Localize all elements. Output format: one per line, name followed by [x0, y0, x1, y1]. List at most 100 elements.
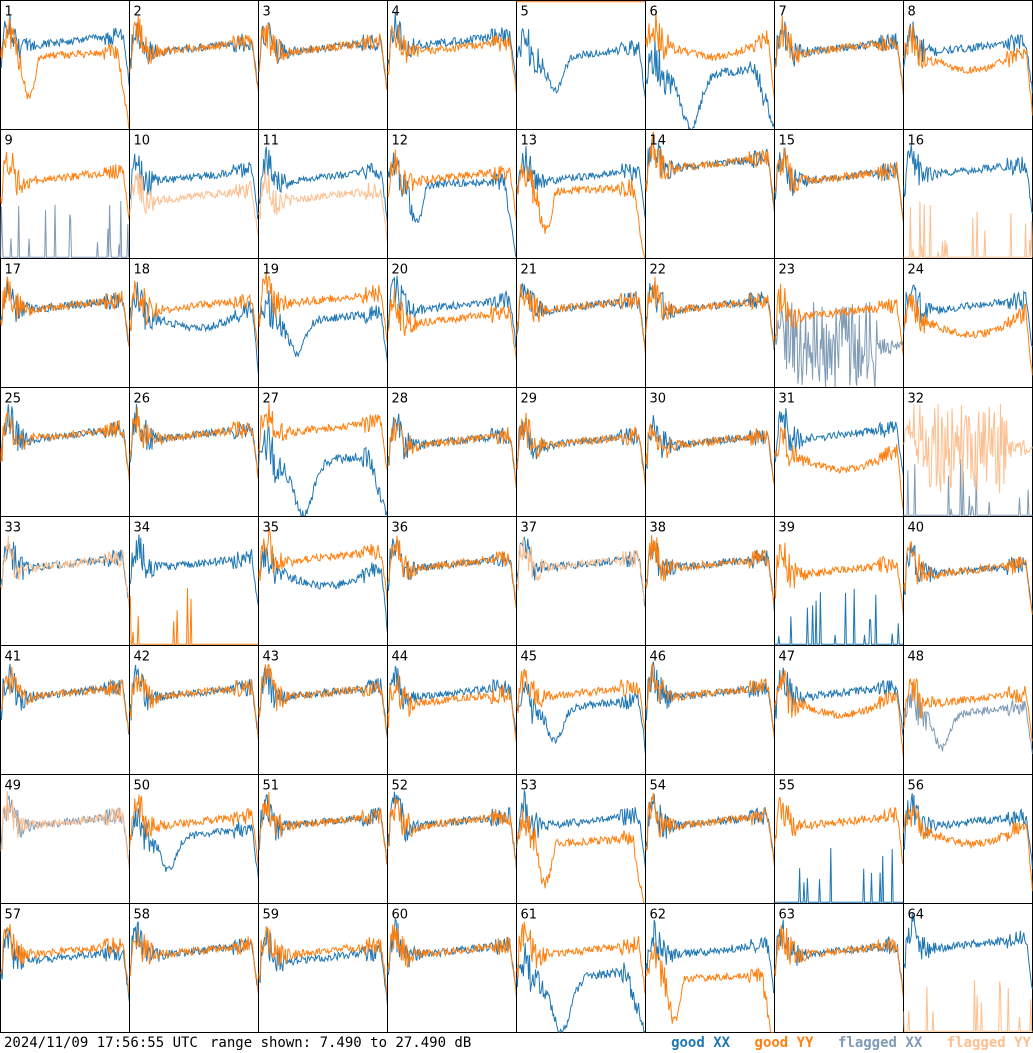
- series-yy-panel-32: [903, 403, 1033, 494]
- series-yy-panel-35: [258, 529, 388, 606]
- panel-58: 58: [129, 903, 259, 1033]
- panel-frame: [258, 903, 388, 1033]
- series-xx-panel-61: [516, 943, 646, 1033]
- series-xx-panel-32: [903, 459, 1033, 516]
- footer-bar: 2024/11/09 17:56:55 UTC range shown: 7.4…: [0, 1033, 1033, 1053]
- panel-59: 59: [258, 903, 388, 1033]
- panel-9: 9: [0, 129, 130, 259]
- panel-number: 3: [263, 5, 271, 20]
- series-yy-panel-27: [258, 403, 388, 471]
- panel-frame: [0, 258, 130, 388]
- series-yy-panel-20: [387, 288, 517, 362]
- panel-53: 53: [516, 774, 646, 904]
- panel-16: 16: [903, 129, 1033, 259]
- panel-frame: [645, 387, 775, 517]
- legend-flagged-yy: flagged YY: [946, 1035, 1031, 1051]
- panel-number: 10: [134, 134, 151, 149]
- series-yy-panel-3: [258, 22, 388, 90]
- panel-34: 34: [129, 516, 259, 646]
- panel-52: 52: [387, 774, 517, 904]
- panel-number: 1: [5, 5, 13, 20]
- panel-frame: [129, 903, 259, 1033]
- panel-35: 35: [258, 516, 388, 646]
- panel-frame: [129, 645, 259, 775]
- panel-17: 17: [0, 258, 130, 388]
- series-yy-panel-51: [258, 791, 388, 866]
- panel-15: 15: [774, 129, 904, 259]
- panel-frame: [258, 0, 388, 130]
- panel-number: 24: [908, 263, 925, 278]
- series-xx-panel-34: [129, 534, 259, 607]
- series-yy-panel-29: [516, 412, 646, 487]
- series-yy-panel-24: [903, 293, 1033, 376]
- series-yy-panel-12: [387, 149, 517, 222]
- panel-number: 15: [779, 134, 796, 149]
- panel-number: 29: [521, 392, 538, 407]
- panel-number: 56: [908, 779, 925, 794]
- series-yy-panel-48: [903, 678, 1033, 742]
- legend: good XX good YY flagged XX flagged YY: [655, 1033, 1031, 1053]
- panel-number: 14: [650, 134, 667, 149]
- panel-frame: [387, 645, 517, 775]
- series-yy-panel-11: [258, 169, 388, 244]
- panel-number: 34: [134, 521, 151, 536]
- panel-13: 13: [516, 129, 646, 259]
- panel-32: 32: [903, 387, 1033, 517]
- series-xx-panel-10: [129, 153, 259, 220]
- panel-frame: [129, 0, 259, 130]
- panel-number: 52: [392, 779, 409, 794]
- panel-frame: [129, 258, 259, 388]
- panel-frame: [774, 774, 904, 904]
- series-yy-panel-22: [645, 276, 775, 352]
- panel-57: 57: [0, 903, 130, 1033]
- panel-47: 47: [774, 645, 904, 775]
- panel-number: 11: [263, 134, 280, 149]
- series-xx-panel-6: [645, 39, 775, 130]
- series-yy-panel-57: [0, 923, 130, 997]
- series-yy-panel-42: [129, 673, 259, 741]
- series-xx-panel-23: [774, 301, 904, 388]
- series-yy-panel-54: [645, 792, 775, 867]
- panel-number: 23: [779, 263, 796, 278]
- legend-good-yy: good YY: [754, 1035, 814, 1051]
- panel-number: 9: [5, 134, 13, 149]
- panel-number: 4: [392, 5, 400, 20]
- series-yy-panel-58: [129, 930, 259, 994]
- panel-27: 27: [258, 387, 388, 517]
- series-yy-panel-26: [129, 406, 259, 480]
- panel-number: 32: [908, 392, 925, 407]
- panel-number: 57: [5, 908, 22, 923]
- series-xx-panel-64: [903, 912, 1033, 990]
- panel-number: 27: [263, 392, 280, 407]
- panel-62: 62: [645, 903, 775, 1033]
- panel-44: 44: [387, 645, 517, 775]
- panel-number: 47: [779, 650, 796, 665]
- panel-41: 41: [0, 645, 130, 775]
- panel-frame: [774, 129, 904, 259]
- panel-55: 55: [774, 774, 904, 904]
- series-xx-panel-20: [387, 275, 517, 349]
- series-xx-panel-31: [774, 407, 904, 476]
- panel-number: 55: [779, 779, 796, 794]
- series-yy-panel-56: [903, 805, 1033, 892]
- panel-frame: [774, 645, 904, 775]
- series-xx-panel-16: [903, 144, 1033, 214]
- panel-number: 60: [392, 908, 409, 923]
- panel-frame: [129, 516, 259, 646]
- series-xx-panel-39: [774, 588, 904, 645]
- series-yy-panel-4: [387, 24, 517, 95]
- panel-number: 13: [521, 134, 538, 149]
- series-yy-panel-23: [774, 283, 904, 356]
- panel-frame: [903, 129, 1033, 259]
- range-label: range shown: 7.490 to 27.490 dB: [210, 1035, 472, 1051]
- panel-36: 36: [387, 516, 517, 646]
- series-yy-panel-33: [0, 535, 130, 609]
- panel-number: 7: [779, 5, 787, 20]
- panel-number: 16: [908, 134, 925, 149]
- panel-10: 10: [129, 129, 259, 259]
- series-xx-panel-59: [258, 927, 388, 1006]
- panel-frame: [903, 516, 1033, 646]
- series-yy-panel-55: [774, 796, 904, 865]
- series-xx-panel-50: [129, 808, 259, 880]
